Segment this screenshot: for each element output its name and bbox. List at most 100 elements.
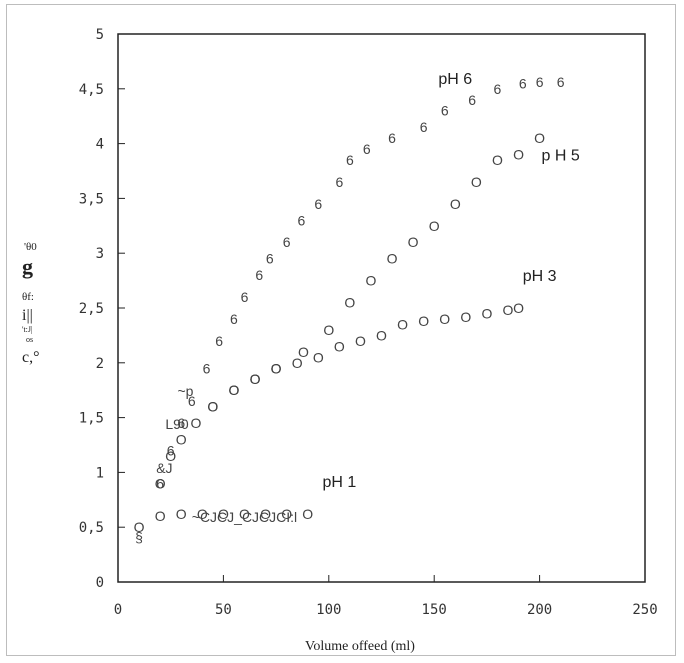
x-tick-label: 150 xyxy=(422,602,447,618)
x-tick-label: 250 xyxy=(632,602,657,618)
data-point: O xyxy=(513,300,524,316)
data-point: O xyxy=(418,313,429,329)
data-point: 6 xyxy=(203,360,211,376)
y-tick-label: 3,5 xyxy=(79,191,104,207)
svg-text:i||: i|| xyxy=(22,307,33,324)
data-point: O xyxy=(503,302,514,318)
data-point: O xyxy=(250,371,261,387)
y-tick-label: 4,5 xyxy=(79,82,104,98)
data-point: 6 xyxy=(335,174,343,190)
data-point: 6 xyxy=(441,103,449,119)
annotation-artifact: ~CJCJ_CJCJCI:l xyxy=(192,509,297,525)
data-point: O xyxy=(260,506,271,522)
x-tick-label: 200 xyxy=(527,602,552,618)
data-point: O xyxy=(492,152,503,168)
series-label: pH 3 xyxy=(523,268,557,285)
svg-text:'t:J|: 't:J| xyxy=(22,325,33,334)
y-tick-label: 1,5 xyxy=(79,411,104,427)
data-point: O xyxy=(397,316,408,332)
y-tick-label: 5 xyxy=(96,27,104,43)
data-point: O xyxy=(155,475,166,491)
data-point: O xyxy=(429,218,440,234)
data-point: O xyxy=(250,371,261,387)
data-point: O xyxy=(450,196,461,212)
data-point: 6 xyxy=(167,442,175,458)
data-point: O xyxy=(191,415,202,431)
svg-text:g: g xyxy=(22,254,33,279)
data-point: 6 xyxy=(388,130,396,146)
data-point: 6 xyxy=(363,141,371,157)
annotation-artifact: L90 xyxy=(165,416,189,432)
plot-area xyxy=(117,33,646,583)
data-point: 6 xyxy=(346,152,354,168)
svg-text:os: os xyxy=(26,335,33,344)
series-label: p H 5 xyxy=(542,148,580,165)
data-point: O xyxy=(408,234,419,250)
data-point: O xyxy=(298,344,309,360)
y-tick-label: 4 xyxy=(96,137,104,153)
data-point: 6 xyxy=(494,81,502,97)
series-label: pH 1 xyxy=(322,474,356,491)
data-point: 6 xyxy=(188,393,196,409)
data-point: 6 xyxy=(255,267,263,283)
data-point: 6 xyxy=(215,333,223,349)
data-point: O xyxy=(366,273,377,289)
data-point: O xyxy=(376,327,387,343)
series-3: OO O O O O O O O xyxy=(134,506,314,535)
data-point: O xyxy=(176,506,187,522)
data-point: O xyxy=(218,506,229,522)
data-point: O xyxy=(134,519,145,535)
data-point: 6 xyxy=(519,75,527,91)
data-point: 6 xyxy=(557,74,565,90)
y-tick-label: 1 xyxy=(96,465,104,481)
data-point: O xyxy=(165,448,176,464)
data-point: 6 xyxy=(314,196,322,212)
data-point: O xyxy=(228,382,239,398)
data-point: O xyxy=(239,506,250,522)
series-labels: pH 6 p H 5 pH 3 pH 1&J ~p L90 § ~CJCJ_CJCJCI:l xyxy=(135,71,580,545)
annotation-artifact: &J xyxy=(156,460,172,476)
data-point: O xyxy=(439,311,450,327)
y-axis-title-glyphs: 'θ0 g θf: i|| 't:J| os c,° xyxy=(22,241,40,366)
data-point: O xyxy=(281,506,292,522)
data-point: O xyxy=(534,130,545,146)
data-point: O xyxy=(323,322,334,338)
y-tick-label: 0 xyxy=(96,575,104,591)
x-tick-label: 0 xyxy=(114,602,122,618)
data-point: 6 xyxy=(468,92,476,108)
data-point: O xyxy=(481,305,492,321)
x-tick-label: 100 xyxy=(316,602,341,618)
data-point: O xyxy=(302,506,313,522)
data-point: 6 xyxy=(177,415,185,431)
data-point: 6 xyxy=(156,475,164,491)
data-point: O xyxy=(313,349,324,365)
x-axis-ticks: 0 50 100 150 200 250 xyxy=(114,575,658,618)
data-point: O xyxy=(334,338,345,354)
data-point: O xyxy=(471,174,482,190)
y-axis-ticks: 0 0,5 1 1,5 2 2,5 3 3,5 4 4,5 5 xyxy=(79,27,125,591)
data-point: O xyxy=(355,333,366,349)
data-point: O xyxy=(513,147,524,163)
data-point: O xyxy=(387,251,398,267)
data-point: 6 xyxy=(420,119,428,135)
svg-text:'θ0: 'θ0 xyxy=(24,241,37,253)
data-point: O xyxy=(344,295,355,311)
data-point: 6 xyxy=(266,251,274,267)
data-point: O xyxy=(292,355,303,371)
y-tick-label: 2,5 xyxy=(79,301,104,317)
data-point: 6 xyxy=(230,311,238,327)
data-point: O xyxy=(271,360,282,376)
data-point: O xyxy=(197,506,208,522)
x-axis-title: Volume offeed (ml) xyxy=(305,639,415,654)
data-point: 6 xyxy=(241,289,249,305)
annotation-artifact: § xyxy=(135,529,143,545)
data-point: 6 xyxy=(536,74,544,90)
data-point: O xyxy=(207,399,218,415)
chart-frame xyxy=(6,4,676,656)
data-point: O xyxy=(460,309,471,325)
data-point: O xyxy=(271,360,282,376)
